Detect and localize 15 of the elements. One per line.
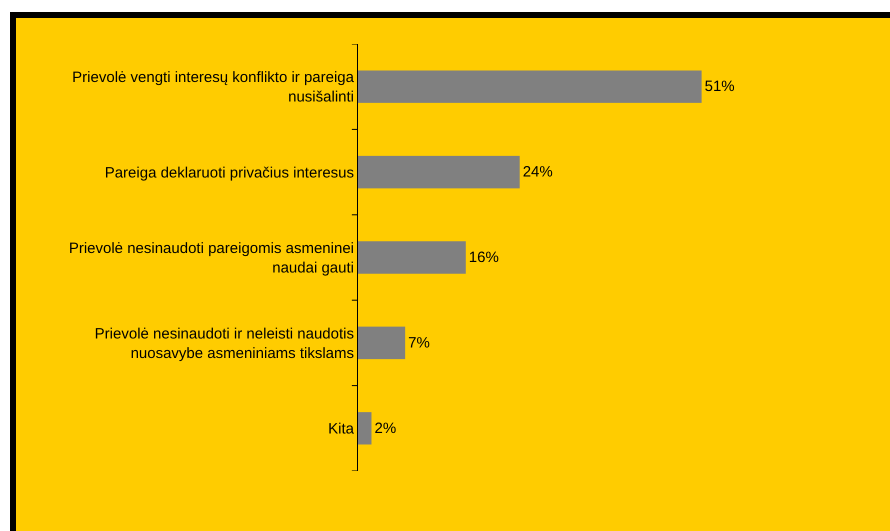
bar bbox=[358, 412, 372, 445]
y-tick-label: Prievolė nesinaudoti pareigomis asmeninei naudai gauti bbox=[68, 240, 354, 276]
bar bbox=[358, 326, 406, 360]
data-label: 2% bbox=[374, 420, 396, 437]
y-tick-label: Prievolė vengti interesų konflikto ir pareiga nusišalinti bbox=[72, 69, 355, 106]
y-tick-label: Kita bbox=[328, 420, 355, 438]
y-tick-label: Prievolė nesinaudoti ir neleisti naudotis nuosavybe asmeniniams tikslams bbox=[94, 325, 354, 362]
data-label: 7% bbox=[408, 334, 430, 352]
bar bbox=[358, 156, 520, 188]
data-label: 16% bbox=[468, 249, 499, 266]
data-label: 51% bbox=[704, 78, 735, 96]
y-tick-label: Pareiga deklaruoti privačius interesus bbox=[104, 164, 354, 182]
data-label: 24% bbox=[522, 164, 553, 181]
bar bbox=[358, 241, 466, 274]
bar bbox=[358, 70, 702, 103]
